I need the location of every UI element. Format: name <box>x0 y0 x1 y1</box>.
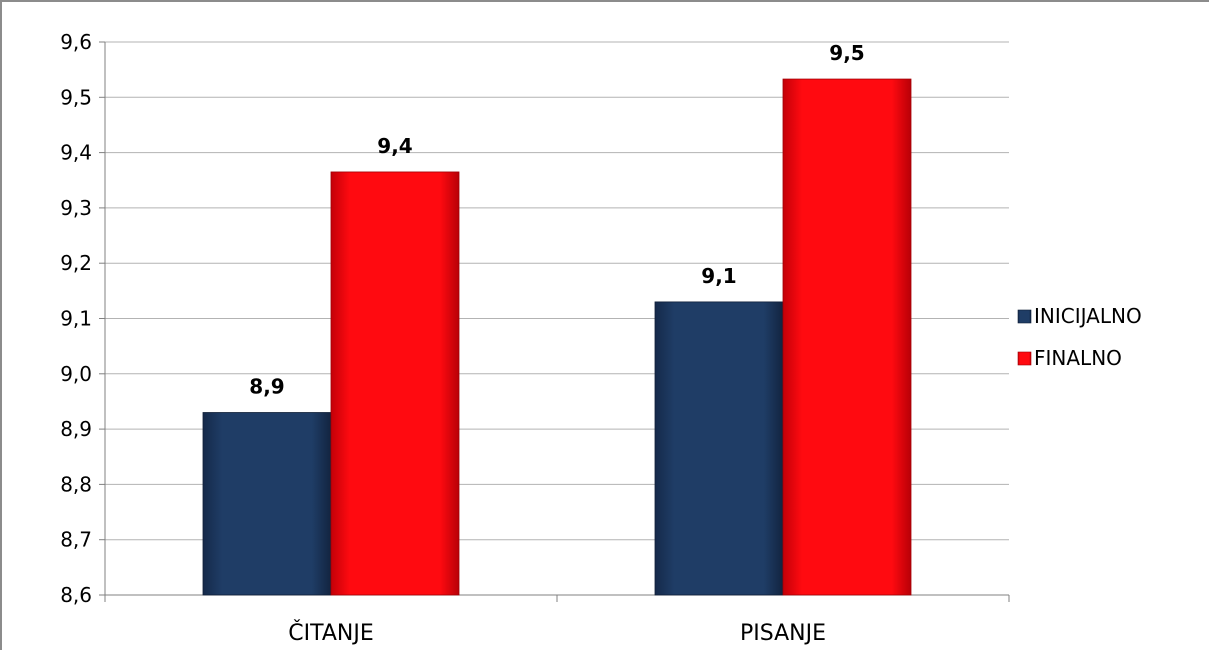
y-tick-label: 9,1 <box>60 307 92 331</box>
y-tick-label: 9,5 <box>60 85 92 109</box>
bar-finalno <box>330 171 460 596</box>
y-tick-label: 9,2 <box>60 251 92 275</box>
y-tick-label: 8,6 <box>60 583 92 607</box>
y-tick-label: 8,7 <box>60 528 92 552</box>
data-label: 9,4 <box>377 134 412 158</box>
legend: INICIJALNO FINALNO <box>1017 304 1142 370</box>
data-label: 8,9 <box>249 375 284 399</box>
legend-label-inicijalno: INICIJALNO <box>1034 304 1142 328</box>
bar-finalno <box>782 78 912 596</box>
y-tick-label: 9,4 <box>60 141 92 165</box>
y-tick-label: 8,9 <box>60 417 92 441</box>
legend-swatch-inicijalno <box>1017 309 1032 324</box>
bar-inicijalno <box>654 301 784 596</box>
y-tick-label: 9,6 <box>60 30 92 54</box>
y-tick-label: 9,0 <box>60 362 92 386</box>
x-category-label: ČITANJE <box>288 620 373 646</box>
y-tick-label: 9,3 <box>60 196 92 220</box>
legend-label-finalno: FINALNO <box>1034 346 1122 370</box>
bars <box>202 78 912 596</box>
y-tick-label: 8,8 <box>60 472 92 496</box>
data-labels: 8,9 9,4 9,1 9,5 <box>249 41 864 398</box>
x-category-label: PISANJE <box>740 621 826 646</box>
data-label: 9,5 <box>829 41 864 65</box>
legend-swatch-finalno <box>1017 351 1032 366</box>
bar-inicijalno <box>202 412 332 596</box>
data-label: 9,1 <box>701 264 736 288</box>
